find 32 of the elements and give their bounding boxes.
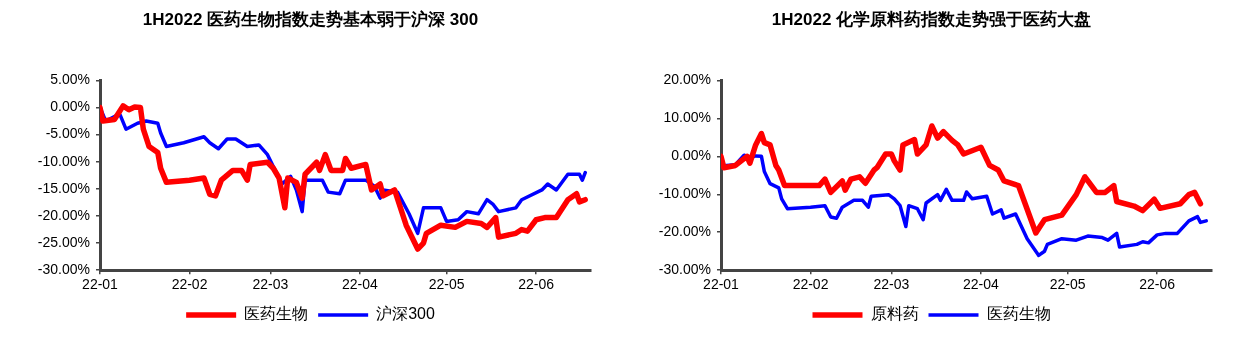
x-tick-label: 22-02	[171, 276, 208, 293]
y-tick-label: 0.00%	[671, 147, 711, 164]
x-tick-label: 22-05	[1049, 276, 1086, 293]
y-tick-label: -25.00%	[37, 233, 90, 250]
y-tick-label: -20.00%	[658, 223, 711, 240]
x-tick-label: 22-06	[518, 276, 555, 293]
chart-title: 1H2022 医药生物指数走势基本弱于沪深 300	[142, 9, 479, 29]
y-tick-label: -20.00%	[37, 206, 90, 223]
x-tick-label: 22-03	[252, 276, 289, 293]
y-tick-label: -10.00%	[37, 152, 90, 169]
x-tick-label: 22-01	[703, 276, 740, 293]
y-tick-label: -30.00%	[37, 261, 90, 278]
legend-label: 原料药	[870, 305, 919, 323]
legend-label: 医药生物	[244, 305, 309, 323]
x-tick-label: 22-05	[428, 276, 465, 293]
x-tick-label: 22-01	[82, 276, 119, 293]
y-tick-label: -5.00%	[45, 125, 90, 142]
x-tick-label: 22-04	[963, 276, 1000, 293]
x-tick-label: 22-04	[342, 276, 379, 293]
x-tick-label: 22-02	[792, 276, 829, 293]
y-tick-label: -10.00%	[658, 185, 711, 202]
x-tick-label: 22-03	[873, 276, 910, 293]
legend-label: 医药生物	[986, 305, 1051, 323]
y-tick-label: -15.00%	[37, 179, 90, 196]
y-tick-label: 5.00%	[50, 71, 90, 88]
y-tick-label: 10.00%	[663, 109, 711, 126]
x-tick-label: 22-06	[1139, 276, 1176, 293]
chart-title: 1H2022 化学原料药指数走势强于医药大盘	[771, 9, 1092, 29]
legend-label: 沪深300	[376, 305, 435, 323]
y-tick-label: 20.00%	[663, 71, 711, 88]
y-tick-label: 0.00%	[50, 98, 90, 115]
y-tick-label: -30.00%	[658, 261, 711, 278]
